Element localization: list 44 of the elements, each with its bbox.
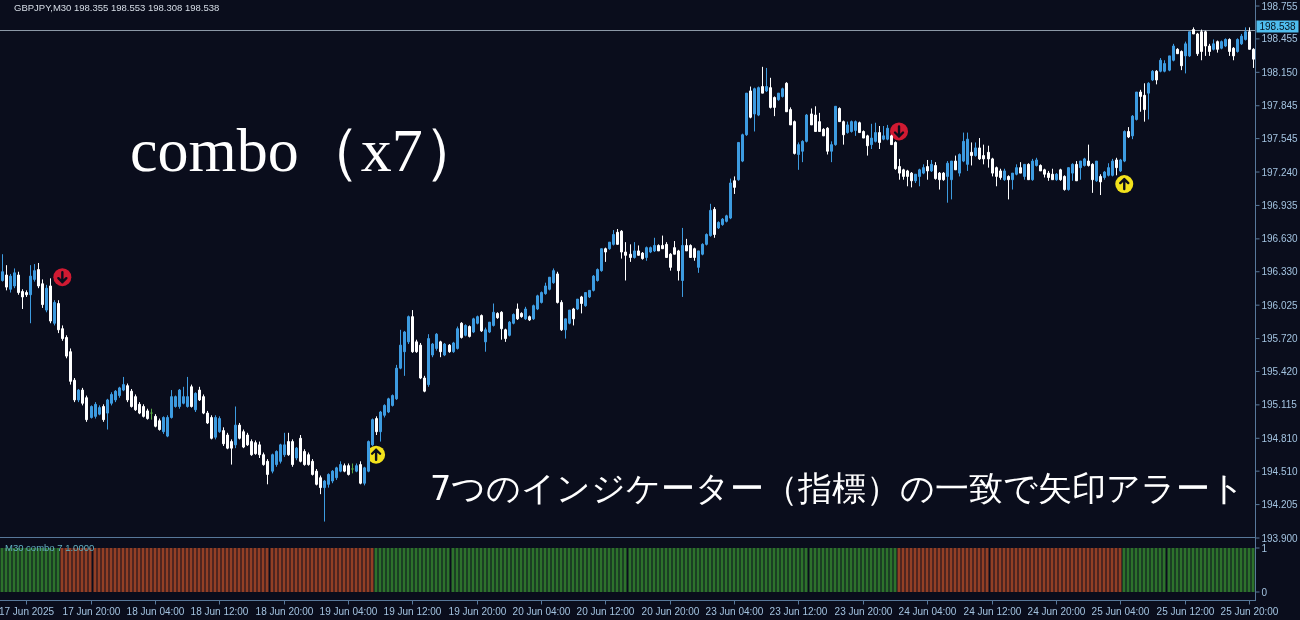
y-tick-label: 198.150	[1261, 66, 1299, 78]
y-tick-label: 195.720	[1261, 333, 1299, 345]
y-tick-label: 194.510	[1261, 465, 1299, 477]
x-tick-label: 23 Jun 04:00	[705, 605, 764, 617]
x-tick-label: 18 Jun 04:00	[126, 605, 185, 617]
chart-title: GBPJPY,M30 198.355 198.553 198.308 198.538	[14, 1, 220, 13]
y-tick-label: 197.845	[1261, 100, 1299, 112]
y-tick-label: 195.420	[1261, 365, 1299, 377]
y-tick-label: 197.240	[1261, 166, 1299, 178]
x-tick-label: 18 Jun 12:00	[190, 605, 249, 617]
y-tick-label: 195.115	[1261, 399, 1298, 411]
x-tick-label: 19 Jun 04:00	[319, 605, 378, 617]
y-tick-label: 0	[1261, 586, 1268, 598]
y-tick-label: 196.935	[1261, 199, 1299, 211]
annotation: 7つのインジケーター（指標）の一致で矢印アラート	[430, 468, 1246, 508]
x-tick-label: 20 Jun 20:00	[641, 605, 700, 617]
y-tick-label: 1	[1261, 542, 1268, 554]
annotation: combo（x7）	[130, 116, 485, 184]
x-tick-label: 18 Jun 20:00	[255, 605, 314, 617]
y-tick-label: 198.455	[1261, 33, 1299, 45]
y-tick-label: 194.205	[1261, 499, 1299, 511]
x-tick-label: 20 Jun 12:00	[576, 605, 635, 617]
x-tick-label: 17 Jun 2025	[0, 605, 55, 617]
x-tick-label: 24 Jun 04:00	[898, 605, 957, 617]
x-tick-label: 25 Jun 04:00	[1091, 605, 1150, 617]
y-tick-label: 194.810	[1261, 432, 1299, 444]
y-tick-label: 198.755	[1261, 0, 1299, 12]
x-tick-label: 23 Jun 20:00	[834, 605, 893, 617]
x-tick-label: 24 Jun 20:00	[1027, 605, 1086, 617]
x-tick-label: 20 Jun 04:00	[512, 605, 571, 617]
x-tick-label: 25 Jun 12:00	[1156, 605, 1215, 617]
price-label: 198.538	[1256, 20, 1299, 33]
x-tick-label: 19 Jun 20:00	[448, 605, 507, 617]
y-tick-label: 196.025	[1261, 299, 1299, 311]
x-tick-label: 24 Jun 12:00	[963, 605, 1022, 617]
y-tick-label: 196.330	[1261, 266, 1299, 278]
x-tick-label: 17 Jun 20:00	[62, 605, 121, 617]
y-tick-label: 197.545	[1261, 133, 1299, 145]
y-tick-label: 193.900	[1261, 532, 1299, 544]
x-tick-label: 25 Jun 20:00	[1220, 605, 1279, 617]
x-tick-label: 19 Jun 12:00	[383, 605, 442, 617]
y-tick-label: 196.630	[1261, 233, 1299, 245]
chart-title: M30 combo 7 1.0000	[5, 541, 95, 553]
x-tick-label: 23 Jun 12:00	[769, 605, 828, 617]
